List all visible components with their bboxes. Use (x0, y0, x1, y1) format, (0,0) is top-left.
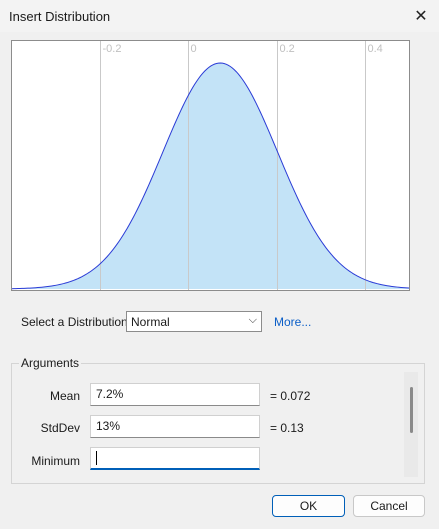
mean-result: = 0.072 (270, 389, 311, 403)
text-caret (96, 450, 97, 465)
x-tick-label: 0 (191, 43, 197, 55)
arguments-title: Arguments (19, 356, 82, 370)
cancel-button[interactable]: Cancel (353, 495, 425, 517)
minimum-label: Minimum (31, 454, 80, 468)
distribution-label: Select a Distribution: (21, 315, 132, 329)
window-title: Insert Distribution (9, 9, 111, 24)
stddev-label: StdDev (40, 421, 80, 435)
title-bar: Insert Distribution ✕ (0, 0, 439, 32)
stddev-input-value: 13% (96, 419, 121, 433)
x-tick-label: 0.4 (368, 43, 383, 55)
ok-button[interactable]: OK (272, 495, 345, 517)
distribution-select[interactable]: Normal ⌵ (126, 311, 262, 332)
distribution-select-value: Normal (131, 315, 170, 329)
distribution-chart-svg: -0.2 0 0.2 0.4 (12, 41, 409, 290)
mean-label: Mean (49, 389, 80, 403)
arguments-scrollbar-thumb[interactable] (410, 387, 413, 433)
distribution-area (12, 63, 409, 289)
chevron-down-icon: ⌵ (248, 314, 257, 326)
mean-input-value: 7.2% (96, 387, 124, 401)
stddev-result: = 0.13 (270, 421, 304, 435)
close-icon: ✕ (414, 8, 428, 25)
distribution-chart: -0.2 0 0.2 0.4 (11, 40, 410, 291)
x-tick-label: 0.2 (280, 43, 295, 55)
mean-input[interactable]: 7.2% (90, 383, 260, 406)
minimum-input[interactable] (90, 447, 260, 470)
x-tick-label: -0.2 (103, 43, 122, 55)
stddev-input[interactable]: 13% (90, 415, 260, 438)
distribution-curve (12, 62, 409, 290)
more-distributions-link[interactable]: More... (274, 315, 312, 329)
close-button[interactable]: ✕ (407, 2, 435, 30)
